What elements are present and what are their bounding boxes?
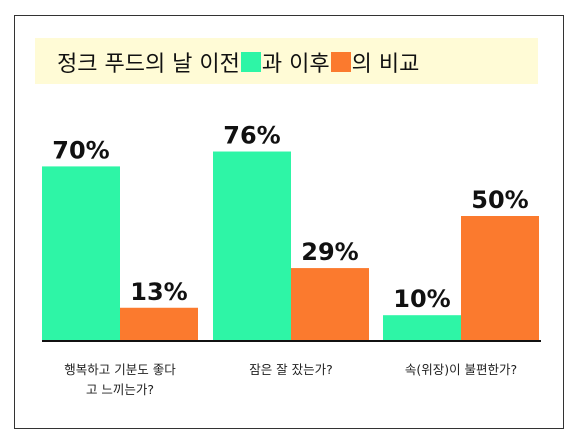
bar-after-0 bbox=[120, 307, 198, 340]
value-label-before-0: 70% bbox=[52, 136, 109, 164]
value-label-after-2: 50% bbox=[471, 186, 528, 214]
category-label-1-line-0: 잠은 잘 잤는가? bbox=[249, 362, 333, 377]
title-box: 정크 푸드의 날 이전 과 이후 의 비교 bbox=[35, 38, 538, 84]
bar-before-1 bbox=[213, 151, 291, 340]
bar-before-2 bbox=[383, 315, 461, 340]
bar-after-2 bbox=[461, 216, 539, 340]
value-label-after-0: 13% bbox=[130, 278, 187, 306]
value-label-before-2: 10% bbox=[393, 285, 450, 313]
legend-swatch-after bbox=[330, 52, 351, 72]
category-label-0-line-0: 행복하고 기분도 좋다 bbox=[64, 362, 176, 377]
value-label-after-1: 29% bbox=[301, 238, 358, 266]
category-label-0-line-1: 고 느끼는가? bbox=[86, 382, 154, 397]
title-part-before: 정크 푸드의 날 이전 bbox=[57, 52, 240, 77]
title-part-compare: 의 비교 bbox=[351, 52, 420, 77]
chart-frame bbox=[14, 15, 564, 429]
legend-swatch-before bbox=[240, 52, 261, 72]
value-label-before-1: 76% bbox=[223, 122, 280, 150]
bar-before-0 bbox=[42, 166, 120, 340]
chart-title: 정크 푸드의 날 이전 과 이후 의 비교 bbox=[57, 46, 419, 78]
title-part-after: 과 이후 bbox=[261, 52, 330, 77]
bar-after-1 bbox=[291, 268, 369, 340]
category-label-2-line-0: 속(위장)이 불편한가? bbox=[405, 362, 517, 377]
